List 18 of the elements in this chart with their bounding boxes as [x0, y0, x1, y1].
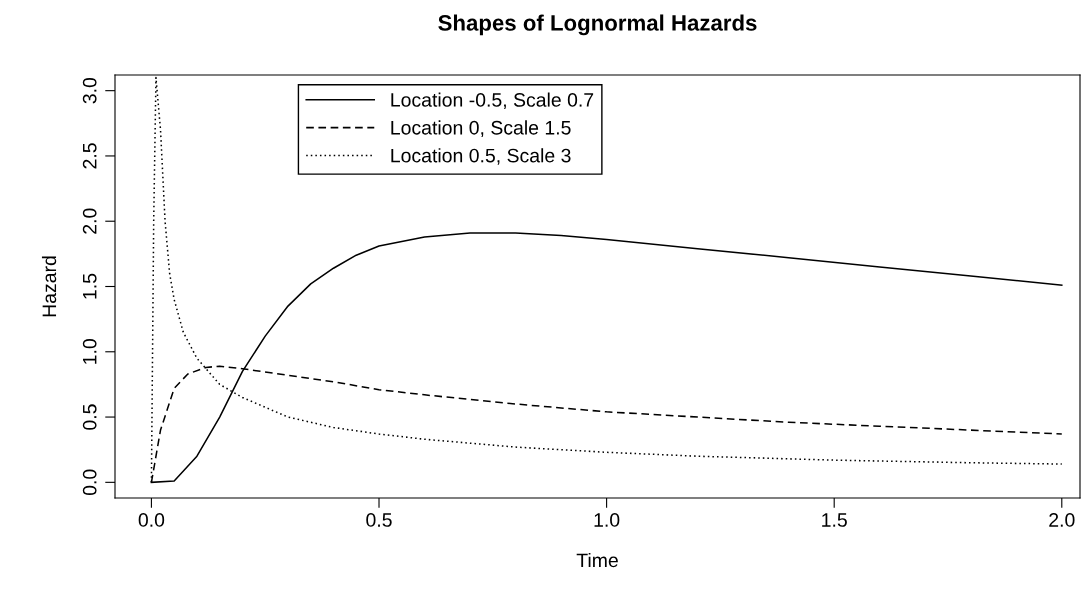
- x-tick-label: 0.5: [366, 513, 392, 527]
- y-tick-label: 0.0: [82, 469, 97, 496]
- y-tick-label: 1.0: [82, 339, 97, 364]
- chart-title: Shapes of Lognormal Hazards: [438, 14, 757, 36]
- y-tick-label: 2.0: [82, 208, 97, 234]
- y-axis-title: Hazard: [41, 256, 57, 317]
- y-tick-label: 0.5: [82, 404, 97, 430]
- y-tick-label: 3.0: [82, 77, 97, 104]
- x-tick-label: 2.0: [1049, 513, 1075, 527]
- x-tick-label: 0.0: [138, 513, 165, 527]
- x-tick-label: 1.0: [594, 513, 620, 527]
- x-axis-title: Time: [576, 552, 618, 568]
- y-tick-label: 1.5: [83, 273, 97, 299]
- x-tick-label: 1.5: [822, 513, 847, 527]
- legend-label: Location -0.5, Scale 0.7: [391, 92, 594, 110]
- legend-label: Location 0, Scale 1.5: [391, 120, 571, 137]
- legend-label: Location 0.5, Scale 3: [391, 148, 571, 165]
- y-tick-label: 2.5: [82, 143, 97, 169]
